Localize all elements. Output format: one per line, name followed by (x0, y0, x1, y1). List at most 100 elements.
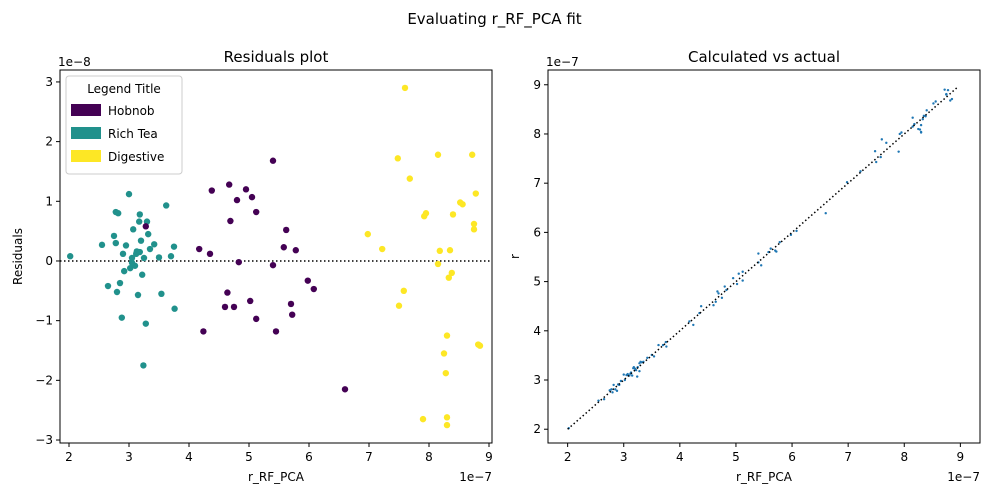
data-point (145, 230, 152, 238)
data-point (136, 248, 143, 256)
data-point (139, 271, 146, 278)
data-point (394, 155, 401, 162)
data-point (140, 362, 147, 369)
data-point (221, 303, 229, 311)
data-point (919, 123, 923, 127)
data-point (224, 289, 231, 296)
data-point (717, 292, 720, 295)
data-point (364, 230, 371, 238)
data-point (67, 253, 74, 260)
data-point (778, 241, 781, 244)
data-point (615, 389, 619, 393)
data-point (630, 374, 634, 377)
data-point (113, 288, 121, 296)
data-point (664, 340, 668, 344)
data-point (230, 303, 238, 311)
x-tick-label: 8 (425, 450, 433, 464)
data-point (769, 247, 772, 250)
data-point (280, 244, 287, 251)
x-tick-label: 6 (788, 450, 796, 464)
data-point (119, 250, 127, 258)
data-point (434, 151, 442, 158)
data-point (900, 131, 903, 134)
data-point (401, 84, 409, 92)
data-point (104, 282, 112, 290)
data-point (253, 208, 260, 216)
data-point (134, 291, 142, 299)
data-point (934, 100, 937, 103)
data-point (310, 285, 317, 293)
data-point (476, 342, 484, 349)
y-tick-label: 6 (533, 225, 541, 239)
data-point (269, 157, 277, 164)
legend-swatch (71, 127, 101, 139)
data-point (136, 211, 143, 218)
legend-label: Digestive (108, 150, 164, 164)
data-point (741, 279, 744, 282)
data-point (449, 211, 457, 218)
x-tick-label: 7 (365, 450, 373, 464)
data-point (723, 285, 726, 288)
data-point (885, 141, 888, 145)
data-point (434, 260, 442, 268)
axes-title: Calculated vs actual (688, 48, 840, 66)
data-point (233, 196, 241, 204)
data-point (950, 97, 954, 101)
data-point (665, 345, 668, 348)
data-point (292, 247, 299, 254)
data-point (127, 264, 134, 272)
data-point (269, 261, 277, 269)
data-point (206, 250, 214, 258)
data-point (227, 217, 234, 225)
x-tick-label: 3 (125, 450, 133, 464)
x-tick-label: 5 (245, 450, 253, 464)
data-point (171, 305, 178, 312)
data-point (115, 210, 122, 217)
data-point (443, 421, 451, 429)
data-point (692, 323, 695, 327)
data-point (445, 274, 452, 281)
data-point (918, 128, 922, 131)
data-point (287, 300, 295, 308)
y-axis-label: r (508, 254, 522, 259)
y-tick-label: 9 (533, 78, 541, 92)
data-point (379, 245, 386, 253)
x-tick-label: 2 (65, 450, 73, 464)
data-point (110, 232, 118, 240)
data-point (146, 245, 154, 253)
data-point (824, 211, 827, 215)
data-point (116, 279, 124, 287)
data-point (248, 193, 256, 201)
data-point (921, 118, 924, 121)
data-point (272, 328, 280, 335)
data-point (151, 241, 158, 248)
legend-label: Rich Tea (108, 127, 158, 141)
data-point (121, 267, 128, 275)
x-tick-label: 4 (185, 450, 193, 464)
data-point (98, 241, 106, 249)
data-point (395, 302, 403, 309)
data-point (443, 332, 451, 339)
x-tick-label: 2 (564, 450, 572, 464)
data-point (638, 369, 641, 373)
legend-box (65, 75, 183, 175)
data-point (875, 160, 878, 164)
legend-swatch (71, 104, 101, 116)
data-point (419, 415, 427, 423)
y-tick-label: 3 (533, 373, 541, 387)
y-axis-label: Residuals (11, 228, 25, 285)
data-point (130, 226, 137, 233)
data-point (440, 350, 448, 357)
data-point (626, 372, 629, 376)
x-tick-label: 9 (485, 450, 493, 464)
y-tick-label: 5 (533, 275, 541, 289)
data-point (459, 201, 466, 208)
x-axis-label: r_RF_PCA (736, 470, 793, 484)
data-point (167, 253, 175, 260)
data-point (125, 190, 133, 198)
y-offset-label: 1e−8 (58, 55, 91, 69)
data-point (170, 243, 178, 250)
data-point (720, 296, 724, 300)
data-point (657, 343, 660, 347)
